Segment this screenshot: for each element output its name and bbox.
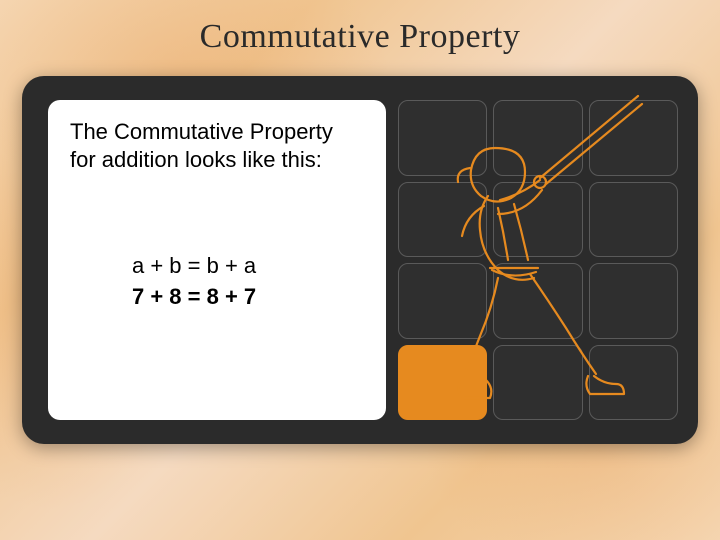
grid-cell [398, 100, 487, 176]
intro-text: The Commutative Property for addition lo… [70, 118, 364, 173]
content-card: The Commutative Property for addition lo… [48, 100, 386, 420]
grid-cell [398, 182, 487, 258]
grid-cell [589, 182, 678, 258]
grid-cell [589, 100, 678, 176]
equation-general: a + b = b + a [132, 251, 364, 282]
grid-cell [493, 182, 582, 258]
equation-example: 7 + 8 = 8 + 7 [132, 282, 364, 313]
grid-cell [493, 345, 582, 421]
grid-cell [493, 100, 582, 176]
page-title: Commutative Property [0, 18, 720, 56]
tile-grid [398, 100, 678, 420]
grid-cell [493, 263, 582, 339]
main-panel: The Commutative Property for addition lo… [22, 76, 698, 444]
equations-block: a + b = b + a 7 + 8 = 8 + 7 [132, 251, 364, 313]
grid-cell [398, 263, 487, 339]
grid-cell-highlight [398, 345, 487, 421]
intro-line-1: The Commutative Property [70, 119, 333, 144]
grid-cell [589, 345, 678, 421]
intro-line-2: for addition looks like this: [70, 147, 322, 172]
grid-cell [589, 263, 678, 339]
